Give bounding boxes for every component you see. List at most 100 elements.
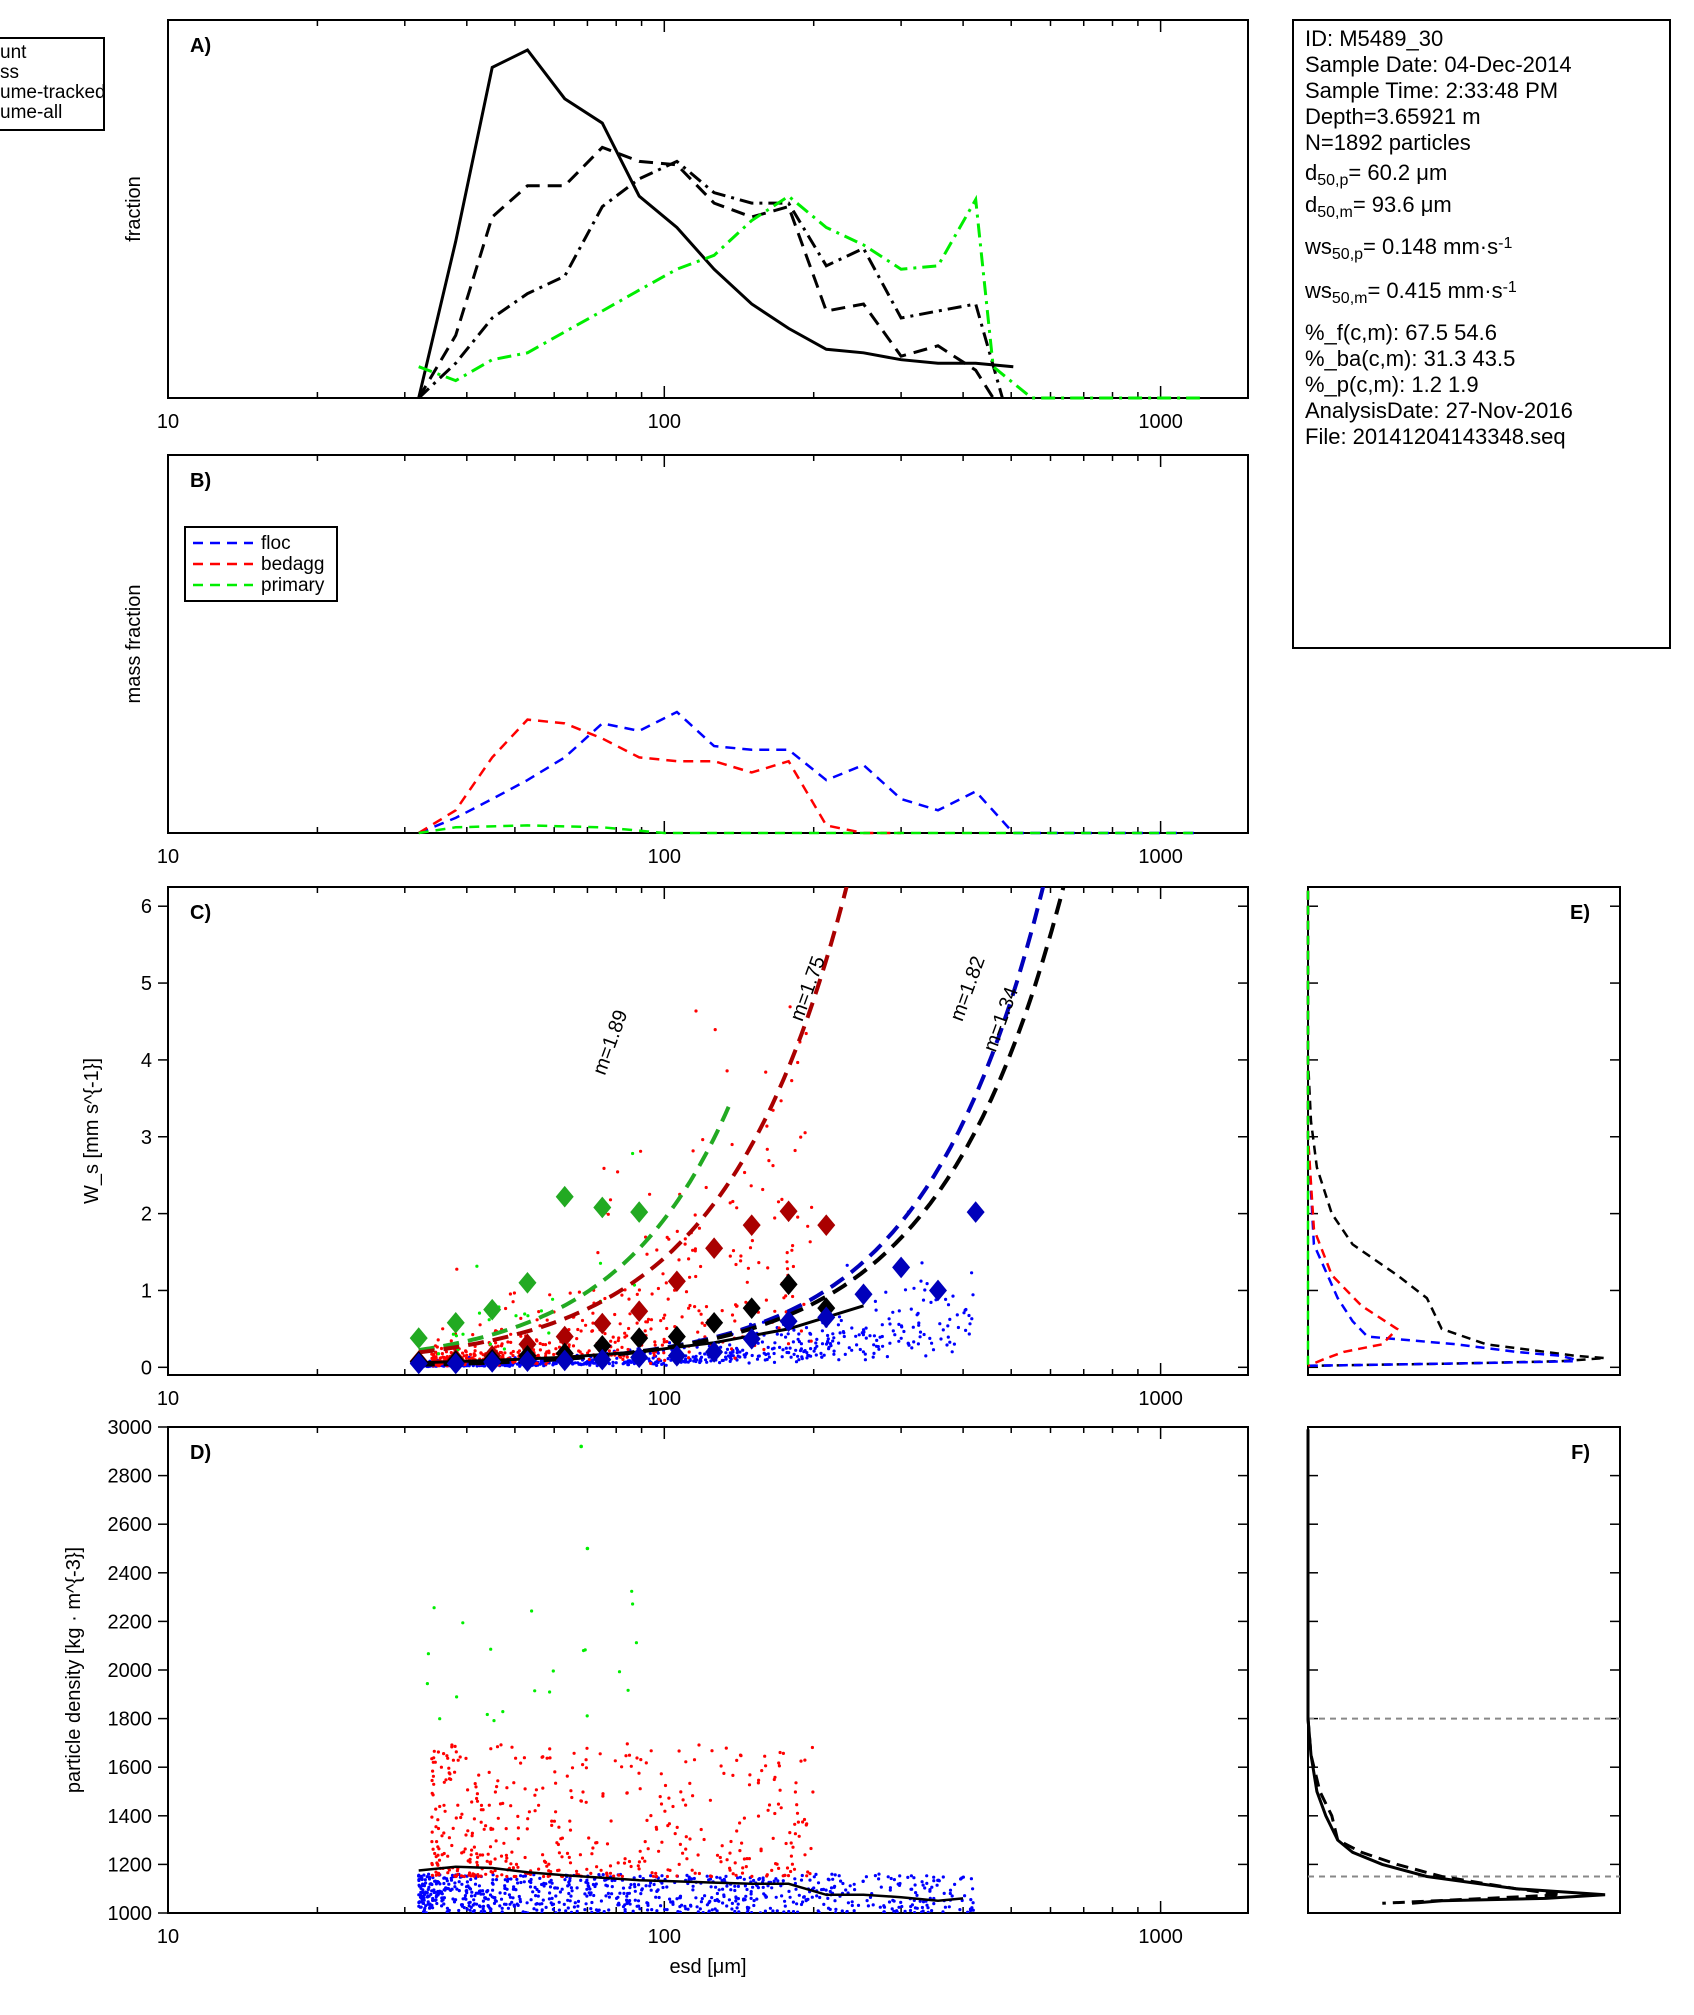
panel-c-bedagg-point [779,1099,783,1103]
panel-c-primary-point [454,1334,458,1338]
panel-d-floc-point [569,1910,574,1913]
panel-d-floc-point [844,1888,848,1892]
panel-d-floc-point [853,1888,857,1892]
panel-d-bedagg-point [795,1803,799,1807]
panel-c-bedagg-point [646,1317,651,1321]
panel-d-floc-point [692,1876,696,1881]
panel-d-floc-point [810,1895,814,1899]
panel-d-bedagg-point [444,1778,448,1782]
panel-d-bedagg-point [471,1872,475,1876]
panel-d-floc-point [422,1910,426,1913]
panel-c-floc-point [725,1347,730,1351]
panel-c-bedagg-point [675,1229,679,1233]
panel-d-bedagg-point [688,1781,692,1785]
panel-d-bedagg-point [431,1760,435,1764]
panel-c-primary-medians-marker [555,1185,574,1208]
panel-c-bedagg-point [688,1275,692,1279]
panel-d-bedagg-point [671,1804,675,1809]
panel-d-floc-point [621,1886,626,1890]
panel-d-floc-point [701,1911,705,1913]
panel-d-floc-point [877,1877,881,1881]
panel-d-floc-point [422,1873,426,1877]
panel-d-bedagg-point [777,1764,782,1768]
panel-c-bedagg-point [660,1343,665,1347]
panel-c-floc-point [910,1346,914,1350]
panel-c-floc-point [626,1363,631,1367]
panel-c-bedagg-point [639,1149,643,1153]
panel-d-bedagg-point [470,1831,474,1835]
panel-d-floc-point [960,1876,964,1880]
panel-c-floc-point [888,1322,892,1326]
panel-c-floc-point [648,1351,652,1355]
panel-d-floc-point [422,1898,426,1902]
panel-d-floc-point [730,1901,735,1905]
panel-d-floc-point [538,1876,542,1880]
panel-d-floc-point [562,1902,566,1906]
panel-c-bedagg-point [543,1343,548,1347]
panel-c-floc-point [747,1361,751,1365]
panel-d-floc-point [684,1907,688,1911]
panel-c-floc-point [772,1351,776,1356]
panel-d-floc-point [542,1884,546,1888]
panel-d-floc-point [594,1882,598,1886]
panel-d-bedagg-point [638,1787,642,1791]
panel-d-floc-point [861,1879,865,1883]
panel-d-bedagg-point [643,1840,647,1844]
panel-d-bedagg-point [434,1870,438,1874]
panel-d-floc-point [655,1889,659,1893]
panel-d-floc-point [479,1910,483,1913]
panel-c-primary-point [487,1318,491,1322]
panel-d-bedagg-point [624,1754,628,1758]
panel-d-bedagg-point [677,1749,681,1753]
panel-d-bedagg-point [534,1788,539,1792]
panel-d-floc-point [685,1873,689,1877]
panel-c-ytick-label: 5 [141,973,152,995]
panel-d-floc-point [654,1895,658,1899]
panel-d-floc-point [493,1896,497,1900]
panel-d-bedagg-point [778,1788,782,1792]
panel-d-bedagg-point [585,1746,589,1750]
panel-c-bedagg-point [785,1267,790,1271]
panel-d-floc-point [691,1888,695,1892]
info-line-part: AnalysisDate: 27-Nov-2016 [1305,398,1573,423]
panel-c-floc-point [861,1350,866,1354]
panel-d-bedagg-point [511,1866,515,1870]
panel-d-floc-point [636,1899,641,1903]
panel-d-floc-point [752,1903,756,1908]
panel-d-bedagg-point [792,1867,797,1871]
panel-d-bedagg-point [489,1826,493,1830]
panel-d-bedagg-point [773,1775,777,1779]
panel-d-bedagg-point [684,1847,688,1851]
panel-d-floc-point [812,1886,816,1890]
panel-c-floc-point [621,1362,625,1366]
panel-c-floc-point [916,1342,921,1346]
panel-d-floc-point [570,1889,574,1893]
panel-c-floc-point [814,1353,818,1357]
panel-c-floc-medians-marker [779,1310,798,1333]
panel-c-floc-point [705,1360,709,1364]
panel-d-floc-point [508,1895,512,1899]
panel-d-floc-point [553,1886,557,1890]
panel-d-floc-point [920,1905,925,1910]
panel-d-floc-point [890,1907,894,1911]
panel-d-floc-point [833,1873,837,1877]
panel-d-floc-point [618,1891,622,1895]
panel-c-floc-point [918,1330,923,1334]
panel-d-bedagg-point [545,1864,549,1868]
panel-d-bedagg-point [446,1756,450,1760]
panel-d-floc-point [629,1883,633,1887]
panel-c-floc-point [945,1343,949,1347]
panel-d-floc-point [782,1910,786,1913]
panel-c-bedagg-point [687,1257,691,1261]
panel-d-floc-point [970,1906,974,1910]
panel-d-bedagg-point [794,1781,798,1785]
panel-c-bedagg-point [519,1334,523,1338]
panel-c-floc-point [483,1364,487,1368]
panel-d-bedagg-point [739,1754,743,1758]
panel-d-bedagg-point [684,1835,688,1839]
panel-d-bedagg-point [430,1873,434,1877]
panel-c-floc-point [761,1320,766,1324]
panel-d-floc-point [710,1896,714,1900]
panel-d-bedagg-point [475,1863,480,1867]
